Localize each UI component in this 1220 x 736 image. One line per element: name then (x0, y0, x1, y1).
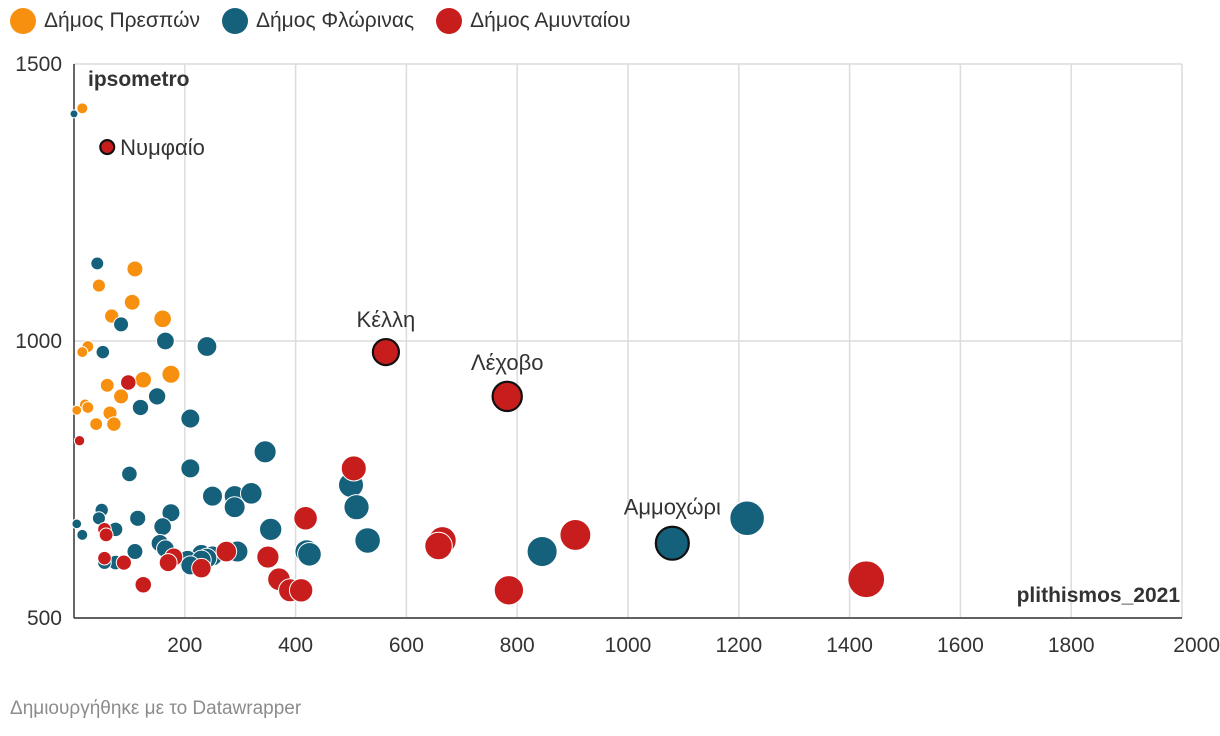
data-point (121, 465, 138, 483)
data-point (354, 527, 381, 554)
legend-label-amyntaio: Δήμος Αμυνταίου (470, 9, 631, 32)
data-point (123, 293, 141, 311)
data-point (196, 336, 218, 357)
data-point (559, 518, 592, 551)
legend-swatch-amyntaio (436, 8, 463, 34)
data-point (99, 377, 115, 393)
data-point (69, 109, 79, 119)
x-axis-label: plithismos_2021 (1017, 584, 1181, 607)
y-tick-label: 1000 (15, 330, 62, 353)
data-point (654, 525, 690, 561)
series-1 (69, 109, 765, 576)
data-point (153, 517, 172, 536)
data-point (71, 518, 83, 530)
data-point (115, 554, 132, 571)
data-point (90, 256, 105, 271)
data-point (340, 455, 367, 482)
data-point (288, 578, 314, 603)
data-point (98, 527, 114, 543)
series-0 (71, 102, 181, 432)
y-axis-label: ipsometro (88, 68, 190, 91)
legend-label-prespes: Δήμος Πρεσπών (44, 9, 200, 32)
x-tick-label: 800 (500, 634, 535, 657)
data-point (134, 371, 152, 389)
data-point (153, 309, 172, 329)
data-point (134, 576, 152, 594)
data-point (253, 440, 277, 464)
data-point (113, 316, 130, 333)
data-point (297, 541, 322, 567)
data-point (71, 404, 83, 416)
x-tick-label: 1800 (1048, 634, 1095, 657)
data-point (81, 401, 95, 414)
footer-credit: Δημιουργήθηκε με το Datawrapper (10, 698, 302, 719)
data-point (256, 545, 280, 569)
x-tick-label: 1200 (715, 634, 762, 657)
scatter-chart: 200 400 600 800 1000 1200 1400 1600 1800 2000 500 1… (15, 53, 1220, 657)
legend-label-florina: Δήμος Φλώρινας (255, 9, 415, 32)
data-point (113, 388, 130, 405)
data-point (729, 500, 765, 537)
data-point (126, 260, 144, 278)
data-point (158, 553, 178, 573)
data-point (847, 560, 886, 599)
data-point (180, 408, 201, 429)
data-point (129, 509, 147, 527)
x-tick-label: 2000 (1173, 634, 1220, 657)
annotation-label: Νυμφαίο (120, 135, 205, 160)
data-point (201, 485, 224, 507)
x-tick-label: 1400 (826, 634, 873, 657)
y-tick-label: 500 (27, 607, 62, 630)
data-point (76, 102, 89, 115)
data-point (120, 374, 137, 391)
data-point (161, 364, 181, 384)
y-tick-label: 1500 (15, 53, 62, 76)
data-point (161, 503, 181, 523)
legend-swatch-prespes (10, 8, 36, 34)
x-tick-label: 1600 (937, 634, 984, 657)
x-tick-label: 400 (278, 634, 313, 657)
data-point (131, 398, 150, 417)
legend-swatch-florina (221, 8, 248, 34)
data-point (215, 540, 238, 563)
annotation-label: Λέχοβο (471, 350, 544, 375)
data-point (293, 506, 318, 531)
data-point (343, 494, 370, 521)
data-point (239, 482, 263, 505)
data-point (493, 575, 525, 606)
data-point (76, 346, 89, 359)
data-point (73, 435, 86, 447)
x-tick-label: 1000 (605, 634, 652, 657)
legend: Δήμος Πρεσπών Δήμος Φλώρινας Δήμος Αμυντ… (10, 8, 630, 34)
annotation-label: Αμμοχώρι (624, 495, 721, 520)
data-point (126, 543, 144, 561)
legend-item-florina[interactable]: Δήμος Φλώρινας (221, 8, 415, 34)
data-point (89, 417, 104, 432)
x-tick-label: 600 (389, 634, 424, 657)
data-point (223, 496, 246, 519)
data-point (424, 531, 453, 561)
data-point (491, 380, 523, 413)
series-2 (73, 139, 886, 606)
data-point (259, 517, 283, 542)
data-point (106, 416, 122, 432)
legend-item-amyntaio[interactable]: Δήμος Αμυνταίου (436, 8, 630, 34)
data-point (371, 337, 401, 367)
data-point (99, 139, 116, 156)
data-point (180, 458, 201, 479)
data-point (97, 550, 112, 566)
data-point (76, 528, 89, 541)
data-point (191, 557, 212, 579)
legend-item-prespes[interactable]: Δήμος Πρεσπών (10, 8, 200, 34)
annotation-label: Κέλλη (357, 307, 416, 332)
data-point (156, 331, 175, 351)
data-point (95, 344, 111, 360)
data-point (147, 387, 167, 406)
x-tick-label: 200 (167, 634, 202, 657)
data-point (91, 278, 106, 293)
data-point (526, 535, 558, 568)
